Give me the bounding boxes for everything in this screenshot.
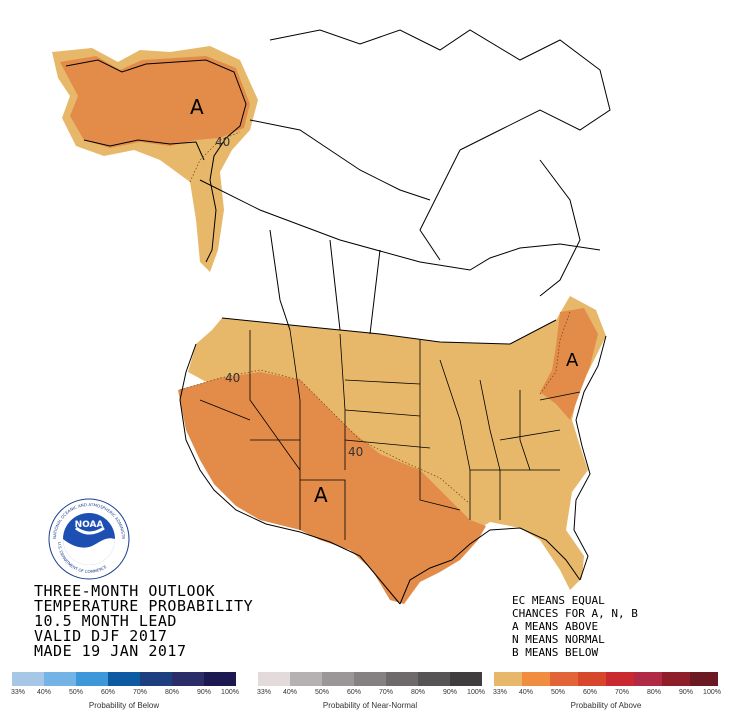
- scale-swatch: [12, 672, 44, 686]
- scale-swatch: [44, 672, 76, 686]
- title-block: THREE-MONTH OUTLOOK TEMPERATURE PROBABIL…: [34, 584, 253, 659]
- scale-tick: 50%: [550, 689, 566, 696]
- scale-swatch: [172, 672, 204, 686]
- central-40-label: 40: [348, 445, 363, 459]
- title-line-5: MADE 19 JAN 2017: [34, 642, 187, 660]
- title-line-1: THREE-MONTH OUTLOOK: [34, 582, 216, 600]
- scale-tick: 60%: [582, 689, 598, 696]
- scale-tick: 33%: [256, 689, 272, 696]
- scale-swatch: [418, 672, 450, 686]
- above-scale-label: Probability of Above: [570, 701, 642, 710]
- scale-tick: 90%: [196, 689, 212, 696]
- scale-tick: 40%: [282, 689, 298, 696]
- below-scale-label: Probability of Below: [88, 701, 160, 710]
- scale-tick: 60%: [346, 689, 362, 696]
- scale-swatch: [662, 672, 690, 686]
- noaa-text: NOAA: [75, 520, 104, 530]
- scale-tick: 80%: [164, 689, 180, 696]
- title-line-3: 10.5 MONTH LEAD: [34, 612, 177, 630]
- scale-swatch: [108, 672, 140, 686]
- scale-swatch: [354, 672, 386, 686]
- near-normal-scale-ticks: 33% 40% 50% 60% 70% 80% 90% 100%: [256, 689, 485, 699]
- scale-swatch: [690, 672, 718, 686]
- scale-tick: 50%: [68, 689, 84, 696]
- legend-note-5: B MEANS BELOW: [512, 646, 599, 659]
- alaska-above-region: [60, 56, 250, 148]
- near-normal-scale-label: Probability of Near-Normal: [322, 701, 418, 710]
- title-line-2: TEMPERATURE PROBABILITY: [34, 597, 254, 615]
- scale-tick: 70%: [614, 689, 630, 696]
- above-color-scale: [494, 672, 718, 686]
- scale-swatch: [386, 672, 418, 686]
- scale-swatch: [550, 672, 578, 686]
- scale-swatch: [578, 672, 606, 686]
- conus-above-region: [178, 372, 486, 604]
- scale-tick: 40%: [518, 689, 534, 696]
- west-40-label: 40: [225, 371, 240, 385]
- northeast-above-region: [540, 308, 598, 420]
- above-scale-ticks: 33% 40% 50% 60% 70% 80% 90% 100%: [492, 689, 721, 699]
- legend-note-3: A MEANS ABOVE: [512, 620, 599, 633]
- scale-swatch: [494, 672, 522, 686]
- scale-swatch: [204, 672, 236, 686]
- near-normal-color-scale: [258, 672, 482, 686]
- title-line-4: VALID DJF 2017: [34, 627, 168, 645]
- state-borders: [199, 329, 581, 540]
- alaska-40-label: 40: [215, 135, 230, 149]
- scale-tick: 100%: [221, 689, 239, 696]
- legend-note-2: CHANCES FOR A, N, B: [512, 607, 638, 620]
- scale-tick: 80%: [646, 689, 662, 696]
- scale-swatch: [76, 672, 108, 686]
- legend-notes: EC MEANS EQUAL CHANCES FOR A, N, B A MEA…: [512, 594, 638, 659]
- scale-tick: 33%: [10, 689, 26, 696]
- southwest-above-label: A: [314, 483, 328, 507]
- legend-note-4: N MEANS NORMAL: [512, 633, 605, 646]
- scale-tick: 60%: [100, 689, 116, 696]
- scale-swatch: [634, 672, 662, 686]
- scale-tick: 70%: [132, 689, 148, 696]
- conus-light-region: [188, 296, 606, 590]
- scale-tick: 40%: [36, 689, 52, 696]
- noaa-logo: NOAA NATIONAL OCEANIC AND ATMOSPHERIC AD…: [48, 498, 130, 580]
- scale-tick: 70%: [378, 689, 394, 696]
- below-scale-ticks: 33% 40% 50% 60% 70% 80% 90% 100%: [10, 689, 239, 699]
- scale-tick: 100%: [467, 689, 485, 696]
- scale-tick: 100%: [703, 689, 721, 696]
- scale-swatch: [140, 672, 172, 686]
- scale-tick: 50%: [314, 689, 330, 696]
- scale-swatch: [522, 672, 550, 686]
- below-color-scale: [12, 672, 236, 686]
- scale-swatch: [450, 672, 482, 686]
- scale-swatch: [290, 672, 322, 686]
- scale-tick: 90%: [442, 689, 458, 696]
- scale-tick: 90%: [678, 689, 694, 696]
- scale-swatch: [258, 672, 290, 686]
- scale-swatch: [322, 672, 354, 686]
- alaska-above-label: A: [190, 95, 204, 119]
- probability-contours: [179, 131, 571, 505]
- country-borders: [179, 29, 611, 605]
- legend-note-1: EC MEANS EQUAL: [512, 594, 605, 607]
- scale-tick: 80%: [410, 689, 426, 696]
- scale-tick: 33%: [492, 689, 508, 696]
- northeast-above-label: A: [566, 350, 579, 371]
- scale-swatch: [606, 672, 634, 686]
- alaska-outline: [65, 59, 247, 263]
